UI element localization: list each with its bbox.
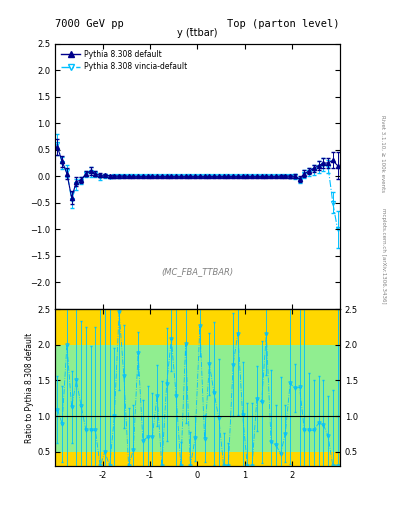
Bar <box>55 302 340 345</box>
Bar <box>55 345 340 452</box>
Text: 7000 GeV pp: 7000 GeV pp <box>55 19 124 30</box>
Legend: Pythia 8.308 default, Pythia 8.308 vincia-default: Pythia 8.308 default, Pythia 8.308 vinci… <box>59 47 189 74</box>
Text: (MC_FBA_TTBAR): (MC_FBA_TTBAR) <box>162 267 233 276</box>
Y-axis label: Ratio to Pythia 8.308 default: Ratio to Pythia 8.308 default <box>25 332 34 442</box>
Text: mcplots.cern.ch [arXiv:1306.3436]: mcplots.cern.ch [arXiv:1306.3436] <box>381 208 386 304</box>
Text: Top (parton level): Top (parton level) <box>228 19 340 30</box>
Text: y (t̄tbar): y (t̄tbar) <box>177 28 218 38</box>
Text: Rivet 3.1.10, ≥ 100k events: Rivet 3.1.10, ≥ 100k events <box>381 115 386 192</box>
Bar <box>55 452 340 466</box>
